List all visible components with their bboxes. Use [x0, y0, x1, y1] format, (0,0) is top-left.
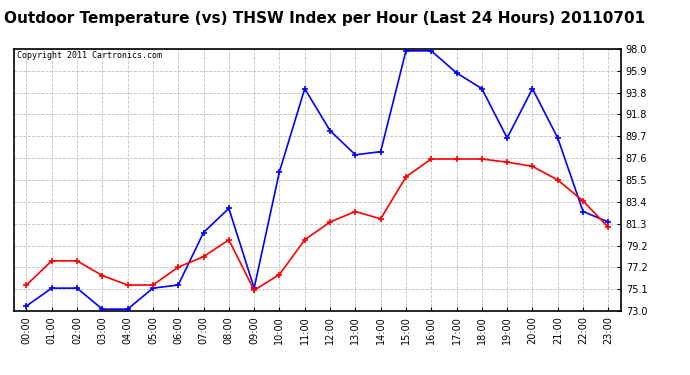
Text: Outdoor Temperature (vs) THSW Index per Hour (Last 24 Hours) 20110701: Outdoor Temperature (vs) THSW Index per … — [3, 11, 645, 26]
Text: Copyright 2011 Cartronics.com: Copyright 2011 Cartronics.com — [17, 51, 162, 60]
